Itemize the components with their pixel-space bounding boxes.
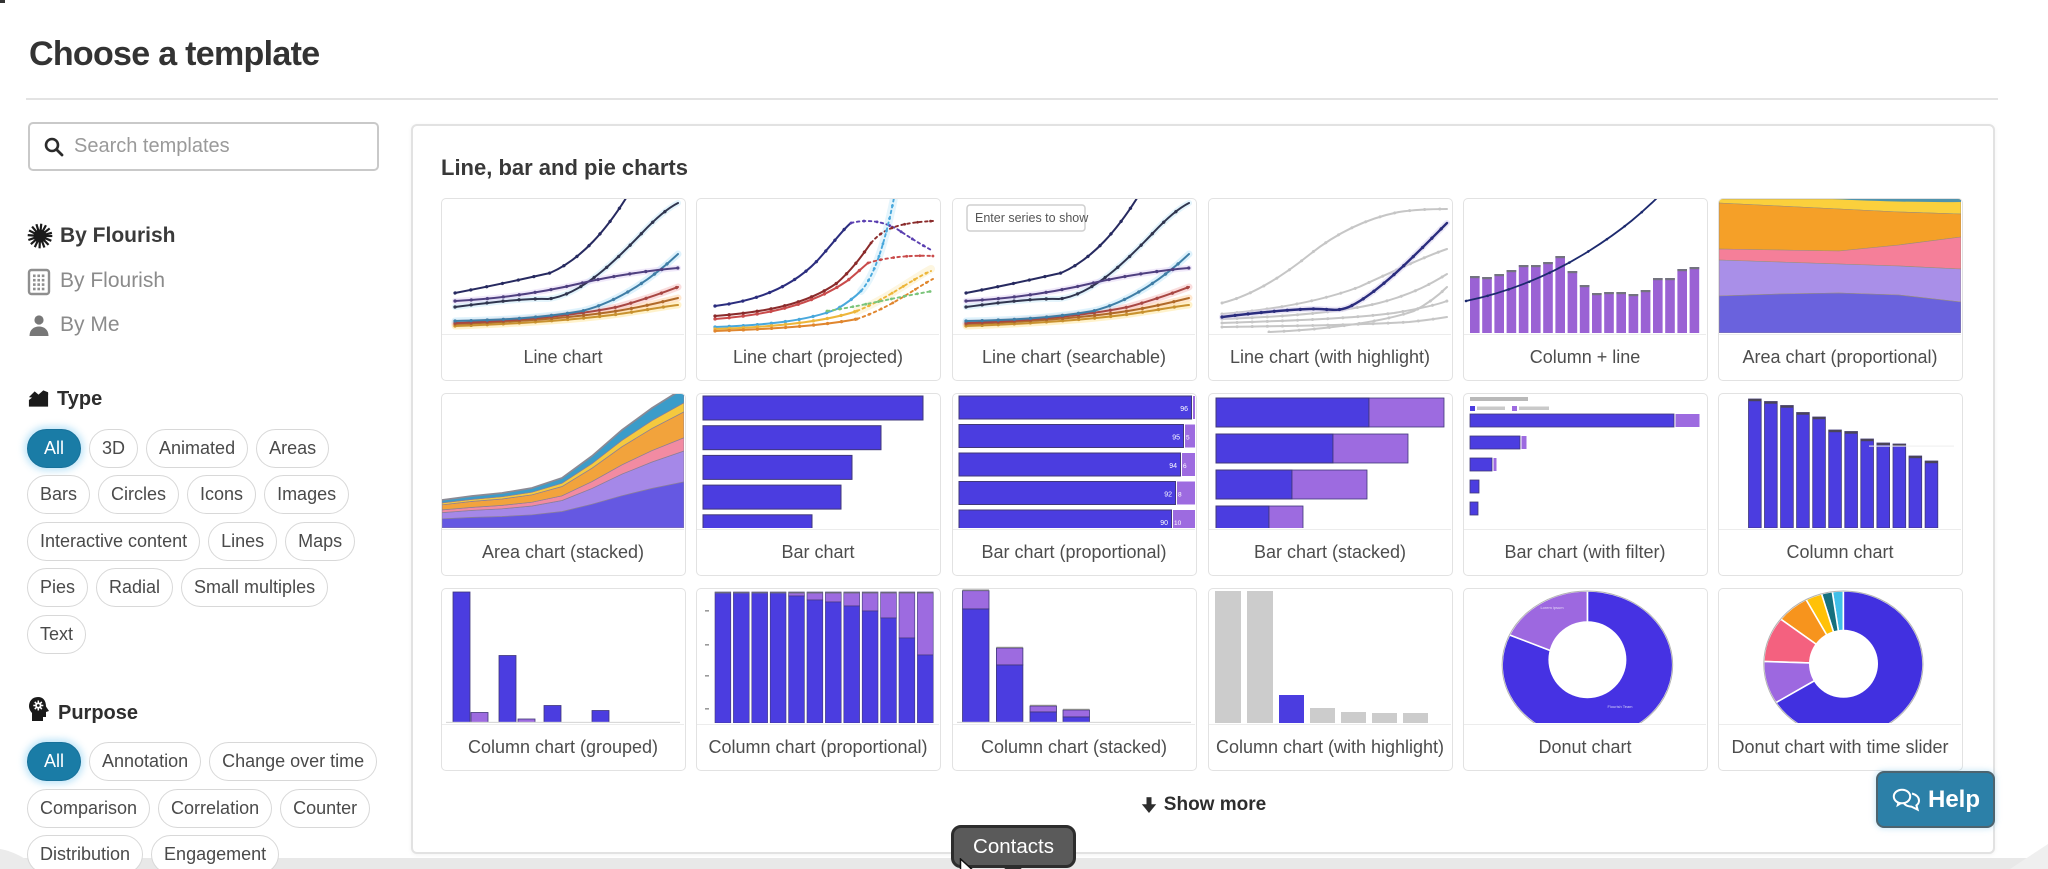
svg-text:90: 90 [1160, 520, 1168, 527]
svg-text:95: 95 [1172, 435, 1180, 442]
svg-text:8: 8 [1178, 492, 1182, 499]
svg-text:Lorem ipsum: Lorem ipsum [1540, 605, 1564, 610]
svg-text:96: 96 [1180, 406, 1188, 413]
svg-text:6: 6 [1183, 463, 1187, 470]
svg-text:Enter series to show: Enter series to show [975, 211, 1089, 225]
svg-text:92: 92 [1164, 492, 1172, 499]
svg-text:Flourish Team: Flourish Team [1607, 704, 1633, 709]
svg-text:5: 5 [1186, 435, 1190, 442]
svg-text:94: 94 [1169, 463, 1177, 470]
svg-text:10: 10 [1174, 520, 1182, 527]
